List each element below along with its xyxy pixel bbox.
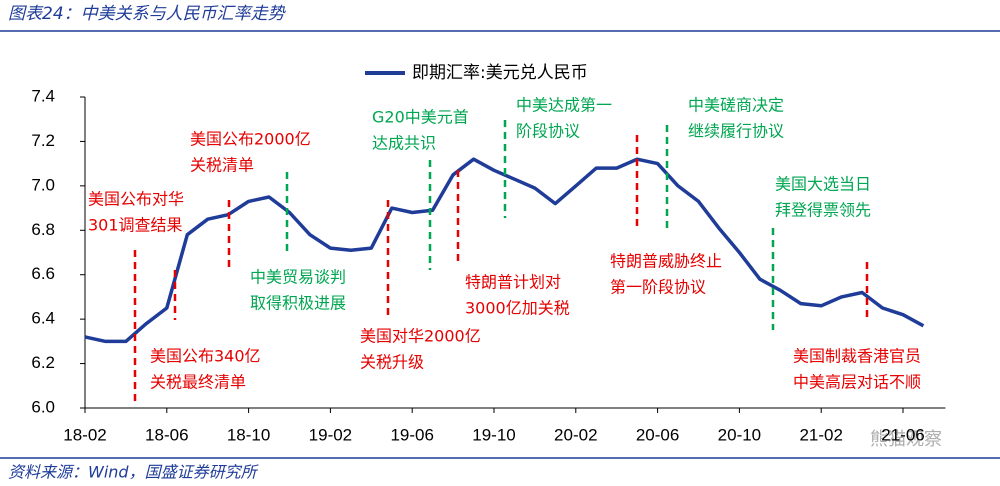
x-tick-label: 18-02 xyxy=(63,425,106,444)
y-tick-label: 7.2 xyxy=(31,131,55,150)
y-tick-label: 6.6 xyxy=(31,264,55,283)
annotation: 美国公布对华 xyxy=(88,190,184,209)
y-tick-label: 7.0 xyxy=(31,175,55,194)
annotation: 中美贸易谈判 xyxy=(250,268,346,287)
annotation: 关税最终清单 xyxy=(150,373,246,392)
annotation: 特朗普威胁终止 xyxy=(610,252,722,271)
annotation: 第一阶段协议 xyxy=(610,278,706,297)
x-tick-label: 20-10 xyxy=(718,425,761,444)
y-tick-label: 6.2 xyxy=(31,353,55,372)
chart-title: 图表24：中美关系与人民币汇率走势 xyxy=(8,4,287,24)
annotation: 继续履行协议 xyxy=(688,122,784,141)
x-tick-label: 19-10 xyxy=(472,425,515,444)
watermark: 熊猫观察 xyxy=(870,429,942,450)
x-tick-label: 21-02 xyxy=(799,425,842,444)
annotation: 特朗普计划对 xyxy=(465,273,561,292)
annotation: G20中美元首 xyxy=(372,108,469,127)
annotation: 中美磋商决定 xyxy=(688,96,784,115)
y-tick-label: 6.0 xyxy=(31,397,55,416)
annotation: 中美高层对话不顺 xyxy=(793,373,921,392)
source: 资料来源：Wind，国盛证券研究所 xyxy=(8,463,260,482)
annotation: 取得积极进展 xyxy=(250,294,346,313)
annotation: 阶段协议 xyxy=(516,122,580,141)
x-tick-label: 19-06 xyxy=(390,425,433,444)
annotation: 美国公布340亿 xyxy=(150,347,261,366)
x-tick-label: 20-06 xyxy=(636,425,679,444)
x-tick-label: 20-02 xyxy=(554,425,597,444)
x-tick-label: 18-06 xyxy=(145,425,188,444)
annotation: 3000亿加关税 xyxy=(465,299,570,318)
annotation: 拜登得票领先 xyxy=(775,201,871,220)
annotation: 美国制裁香港官员 xyxy=(793,347,921,366)
x-tick-label: 18-10 xyxy=(227,425,270,444)
x-tick-label: 19-02 xyxy=(309,425,352,444)
x-tick-label: 21-06 xyxy=(881,425,924,444)
annotation: 美国对华2000亿 xyxy=(360,327,481,346)
y-tick-label: 7.4 xyxy=(31,86,55,105)
annotation: 关税清单 xyxy=(190,156,254,175)
annotation: 美国公布2000亿 xyxy=(190,130,311,149)
legend-label: 即期汇率:美元兑人民币 xyxy=(412,63,588,83)
y-tick-label: 6.4 xyxy=(31,309,55,328)
annotation: 中美达成第一 xyxy=(516,96,612,115)
annotation: 美国大选当日 xyxy=(775,175,871,194)
annotation: 达成共识 xyxy=(372,134,436,153)
annotation: 301调查结果 xyxy=(88,216,183,235)
annotation: 关税升级 xyxy=(360,353,424,372)
y-tick-label: 6.8 xyxy=(31,220,55,239)
